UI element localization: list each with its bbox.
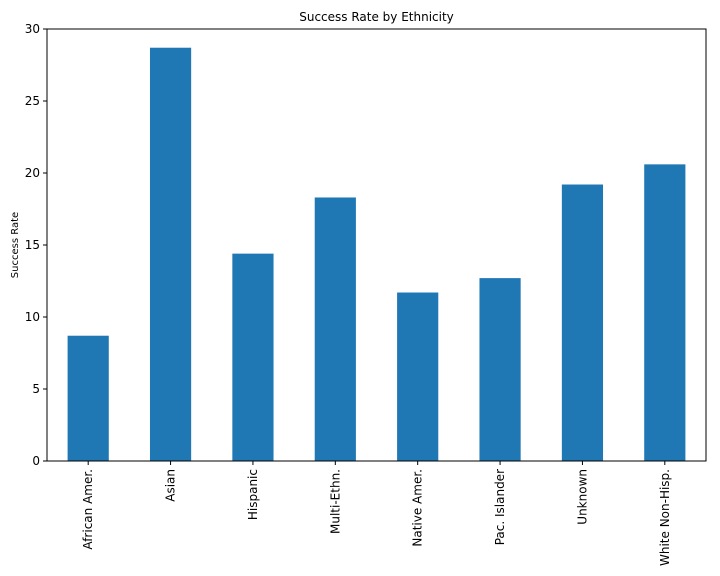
- y-tick-label: 15: [25, 238, 40, 252]
- bar: [67, 335, 109, 461]
- bar: [479, 278, 521, 461]
- bars-layer: [67, 47, 686, 462]
- bar: [397, 292, 439, 461]
- x-tick-label: African Amer.: [81, 469, 95, 550]
- x-tick-label: Native Amer.: [411, 469, 425, 547]
- x-tick-label: Multi-Ethn.: [328, 469, 342, 534]
- y-tick-label: 5: [32, 382, 40, 396]
- y-tick-label: 30: [25, 22, 40, 36]
- bar: [644, 164, 686, 462]
- y-tick-label: 25: [25, 94, 40, 108]
- y-ticks: 0 5 10 15 20 25 30: [25, 22, 47, 468]
- x-ticks: African Amer. Asian Hispanic Multi-Ethn. Nat…: [81, 461, 672, 566]
- x-tick-label: White Non-Hisp.: [658, 469, 672, 566]
- x-tick-label: Asian: [164, 469, 178, 502]
- chart-title: Success Rate by Ethnicity: [299, 10, 454, 24]
- axes-layer: [46, 28, 707, 462]
- x-tick-label: Unknown: [575, 469, 589, 525]
- y-tick-label: 0: [32, 454, 40, 468]
- bar: [314, 197, 356, 462]
- y-tick-label: 20: [25, 166, 40, 180]
- x-tick-label: Hispanic: [246, 469, 260, 520]
- plot-frame: [46, 28, 707, 462]
- y-axis-title: Success Rate: [10, 212, 21, 278]
- bar: [232, 253, 274, 461]
- bar: [149, 47, 192, 461]
- bar: [561, 184, 604, 461]
- x-tick-label: Pac. Islander: [493, 469, 507, 545]
- y-tick-label: 10: [25, 310, 40, 324]
